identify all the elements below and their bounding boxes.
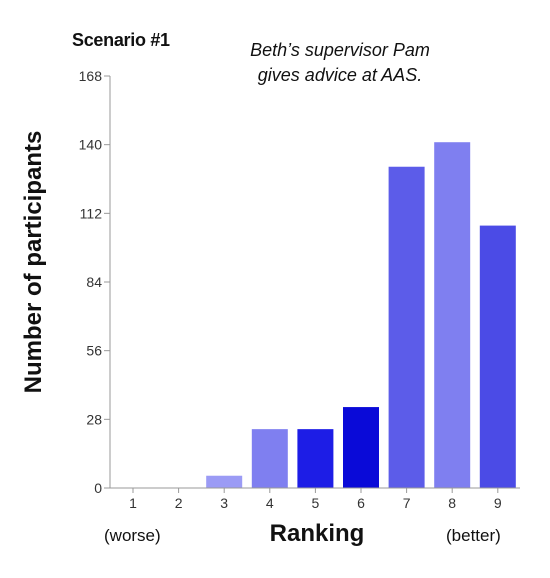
x-tick-label: 3	[220, 495, 228, 511]
bar-9	[479, 225, 516, 488]
x-tick-label: 5	[312, 495, 320, 511]
bar-5	[297, 429, 334, 488]
bar-7	[388, 166, 425, 488]
x-tick-label: 7	[403, 495, 411, 511]
y-tick-label: 84	[86, 274, 102, 290]
chart-subtitle-line-2: gives advice at AAS.	[257, 65, 423, 85]
chart-title: Scenario #1	[72, 30, 170, 50]
x-annotation-worse: (worse)	[104, 526, 161, 545]
x-tick-label: 6	[357, 495, 365, 511]
x-axis-label: Ranking	[269, 520, 365, 547]
x-tick-label: 1	[129, 495, 137, 511]
y-tick-label: 112	[80, 205, 103, 221]
y-tick-label: 56	[86, 343, 102, 359]
x-tick-label: 9	[494, 495, 502, 511]
y-tick-label: 168	[79, 68, 103, 84]
y-tick-label: 140	[79, 137, 103, 153]
x-annotation-better: (better)	[446, 526, 501, 545]
bar-6	[343, 407, 379, 488]
y-tick-label: 0	[94, 480, 102, 496]
x-tick-label: 2	[175, 495, 183, 511]
bar-8	[434, 142, 471, 488]
chart-subtitle: Beth’s supervisor Pam gives advice at AA…	[220, 38, 460, 88]
x-tick-label: 4	[266, 495, 274, 511]
bar-4	[251, 429, 288, 488]
chart-subtitle-line-1: Beth’s supervisor Pam	[250, 40, 430, 60]
bars-group	[206, 142, 516, 488]
y-tick-label: 28	[86, 411, 102, 427]
bar-3	[206, 475, 243, 488]
x-tick-label: 8	[448, 495, 456, 511]
